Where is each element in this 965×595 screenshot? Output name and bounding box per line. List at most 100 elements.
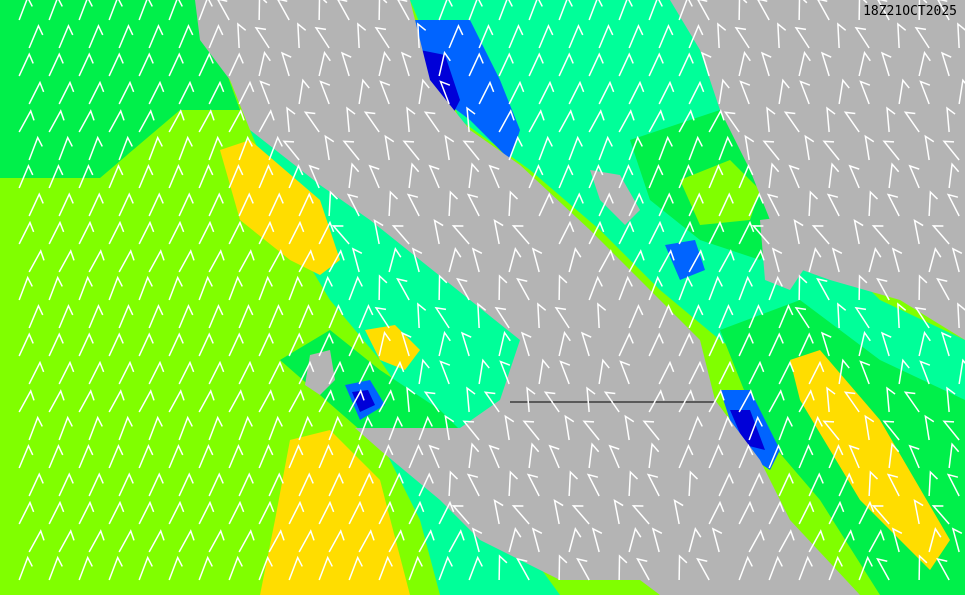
wind-barb (328, 190, 339, 217)
wind-barb (238, 249, 255, 273)
wind-barb (318, 444, 334, 469)
wind-barb (558, 109, 575, 133)
wind-barb (368, 164, 380, 189)
wind-barb (588, 52, 604, 77)
wind-barb (460, 331, 472, 357)
wind-barb (418, 358, 430, 385)
wind-barb (586, 473, 600, 497)
wind-barb (618, 52, 634, 77)
wind-barb (439, 80, 451, 105)
wind-barb (808, 415, 823, 441)
wind-barb (613, 498, 624, 525)
wind-barb (468, 0, 483, 21)
wind-barb (451, 225, 470, 245)
wind-barb (478, 80, 495, 105)
wind-barb (678, 444, 694, 469)
wind-barb (18, 0, 33, 21)
wind-barb (957, 22, 965, 49)
island (305, 350, 335, 395)
wind-barb (28, 249, 45, 273)
wind-barb (471, 527, 483, 553)
wind-barb (717, 22, 727, 49)
wind-barb (738, 500, 755, 525)
wind-barb (822, 420, 840, 441)
wind-barb (258, 389, 275, 413)
wind-barb (168, 0, 183, 21)
wind-barb (259, 80, 271, 105)
wind-barb (843, 391, 860, 413)
wind-barb (88, 24, 104, 49)
wind-barb (808, 529, 825, 553)
wind-barb (288, 555, 303, 581)
wind-barb (748, 472, 764, 497)
wind-barb (258, 50, 271, 77)
wind-barb (448, 247, 462, 273)
wind-barb (913, 218, 924, 245)
wind-barb (918, 0, 928, 21)
island (590, 170, 640, 225)
wind-barb (208, 415, 223, 441)
wind-barb (483, 391, 500, 413)
wind-barb (648, 0, 663, 21)
wind-barb (924, 134, 935, 161)
wind-barb (58, 80, 75, 105)
wind-barb (568, 527, 582, 553)
wind-barb (598, 135, 613, 161)
wind-barb (936, 557, 950, 581)
wind-barb (808, 247, 822, 273)
wind-barb (837, 22, 847, 49)
wind-barb (768, 444, 784, 469)
wind-barb (58, 360, 75, 385)
wind-barb (438, 330, 451, 357)
dark-blue-zone-east (730, 410, 765, 450)
wind-barb (328, 304, 344, 329)
wind-barb (708, 220, 725, 245)
wind-barb (58, 415, 73, 441)
wind-barb (718, 78, 730, 105)
wind-barb (748, 192, 764, 217)
wind-barb (348, 555, 363, 581)
wind-barb (351, 247, 363, 273)
wind-barb (18, 109, 35, 133)
wind-barb (48, 275, 63, 301)
wind-barb (378, 274, 388, 301)
blue-zone-mid (665, 240, 705, 280)
wind-barb (462, 420, 480, 441)
wind-barb (636, 557, 650, 581)
wind-barb (768, 555, 783, 581)
wind-barb (628, 470, 639, 497)
wind-barb (268, 415, 283, 441)
wind-barb (531, 527, 543, 553)
wind-barb (928, 470, 939, 497)
wind-barb (688, 135, 703, 161)
wind-barb (820, 51, 832, 77)
mainland (670, 0, 965, 340)
wind-barb (648, 275, 663, 301)
wind-barb (768, 162, 780, 189)
wind-barb (738, 555, 753, 581)
wind-barb (831, 247, 843, 273)
wind-barb (238, 360, 255, 385)
wind-barb (148, 24, 164, 49)
wind-barb (451, 505, 470, 525)
wind-barb (494, 306, 510, 329)
wind-barb (78, 220, 95, 245)
wind-barb (858, 0, 868, 21)
wind-barb (718, 304, 734, 329)
wind-barb (78, 109, 95, 133)
wind-barb (528, 442, 540, 469)
wind-barb (618, 275, 633, 301)
wind-barb (208, 24, 224, 49)
wind-barb (688, 24, 704, 49)
wind-barb (678, 164, 694, 189)
wind-barb (598, 24, 614, 49)
wind-barb (348, 444, 364, 469)
wind-barb (78, 52, 94, 77)
wind-barb (288, 332, 304, 357)
wind-barb (423, 391, 440, 413)
wind-barb (798, 555, 813, 581)
wind-barb (258, 332, 274, 357)
wind-barb (358, 415, 373, 441)
wind-barb (718, 135, 733, 161)
wind-barb (738, 389, 755, 413)
